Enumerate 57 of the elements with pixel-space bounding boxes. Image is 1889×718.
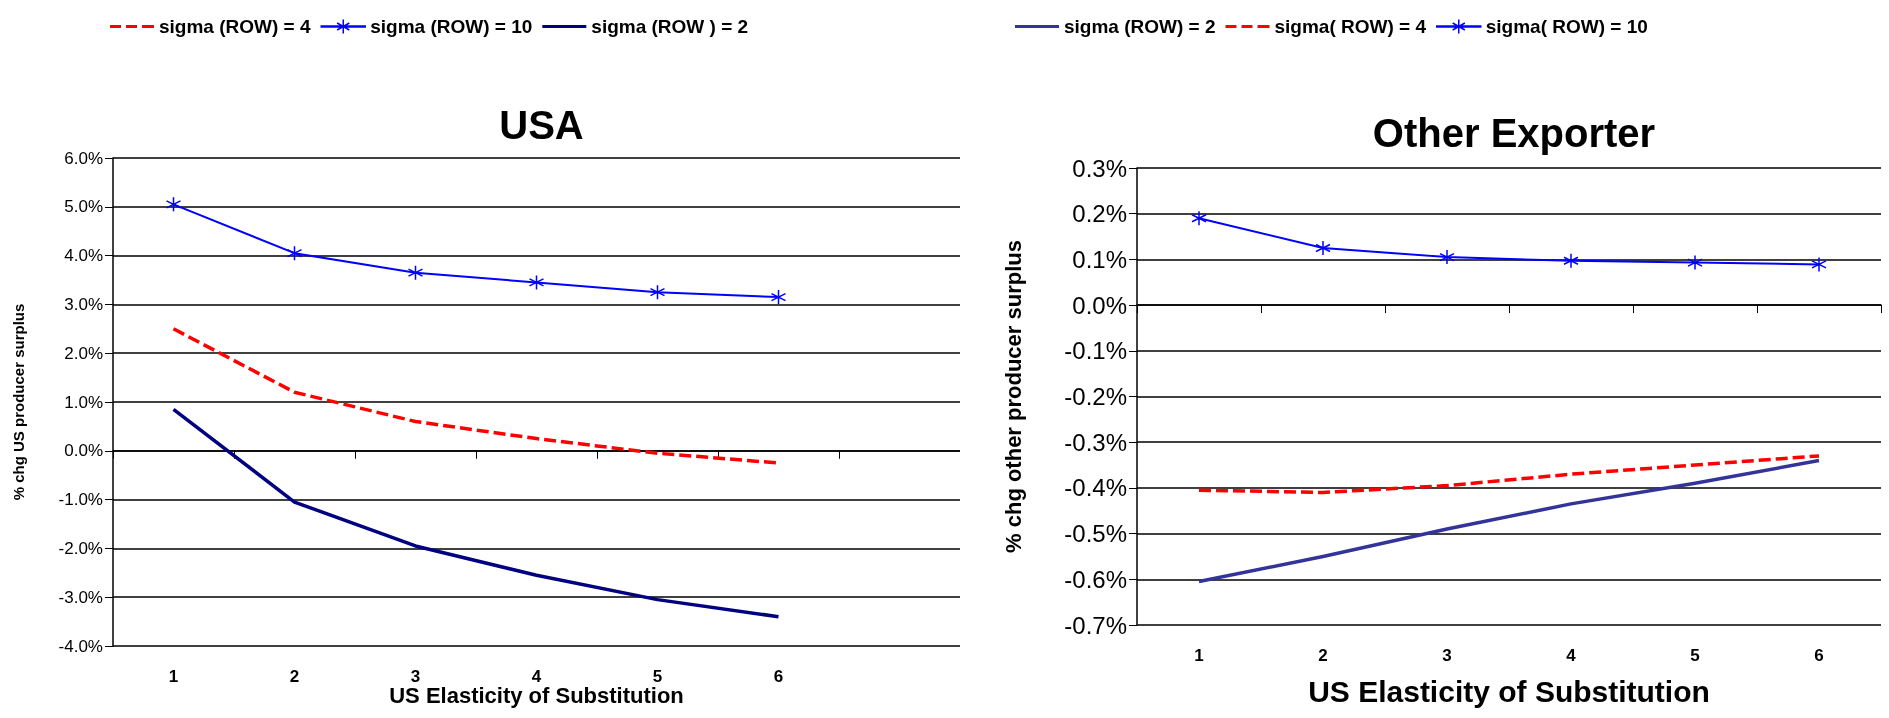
legend-label: sigma (ROW) = 4 — [159, 16, 311, 37]
x-axis-title: US Elasticity of Substitution — [1308, 674, 1710, 708]
y-tick-label: 5.0% — [64, 197, 103, 217]
y-tick-label: 0.3% — [1072, 154, 1127, 182]
x-tick-label: 2 — [289, 667, 300, 686]
x-tick-label: 4 — [1566, 646, 1577, 665]
y-tick-label: 0.0% — [1072, 291, 1127, 319]
x-tick-label: 1 — [168, 667, 179, 686]
y-axis-title: % chg US producer surplus — [10, 303, 28, 501]
x-tick-label: 6 — [1814, 646, 1824, 665]
y-tick-label: -1.0% — [58, 490, 103, 510]
point — [528, 274, 545, 291]
y-tick-label: 4.0% — [64, 246, 103, 266]
line-series — [1197, 458, 1821, 584]
y-tick-label: 1.0% — [64, 392, 103, 412]
x-tick-label: 6 — [773, 667, 784, 686]
line-series — [1197, 454, 1821, 495]
point — [165, 196, 182, 213]
y-tick-label: 2.0% — [64, 343, 103, 363]
point — [407, 264, 424, 281]
x-tick-label: 5 — [1690, 646, 1700, 665]
x-tick-label: 3 — [1442, 646, 1452, 665]
y-tick-label: -0.7% — [1064, 611, 1127, 639]
legend-label: sigma (ROW ) = 2 — [591, 16, 749, 37]
legend-label: sigma( ROW) = 10 — [1485, 16, 1648, 37]
y-tick-label: -4.0% — [58, 636, 103, 656]
line-series — [171, 407, 781, 619]
point — [1315, 240, 1331, 256]
point — [770, 289, 787, 305]
y-tick-label: 6.0% — [64, 148, 103, 168]
y-tick-label: 0.1% — [1072, 245, 1127, 273]
y-tick-label: 0.0% — [64, 441, 103, 461]
y-tick-label: -2.0% — [58, 538, 103, 558]
y-tick-label: 3.0% — [64, 294, 103, 314]
legend-label: sigma (ROW) = 10 — [370, 16, 533, 37]
point — [1191, 210, 1207, 227]
y-tick-label: -0.4% — [1064, 474, 1127, 502]
y-axis-title: % chg other producer surplus — [1000, 240, 1026, 553]
point — [649, 284, 666, 300]
x-tick-label: 1 — [1194, 646, 1204, 665]
point — [1687, 254, 1703, 271]
chart-title: USA — [499, 103, 584, 147]
y-tick-label: -3.0% — [58, 587, 103, 607]
point — [286, 245, 303, 261]
point — [1439, 249, 1455, 265]
y-tick-label: -0.1% — [1064, 337, 1127, 365]
y-tick-label: -0.2% — [1064, 383, 1127, 410]
y-tick-label: 0.2% — [1072, 200, 1127, 228]
point — [1811, 256, 1827, 273]
legend-label: sigma (ROW) = 2 — [1064, 16, 1216, 37]
y-tick-label: -0.6% — [1064, 565, 1127, 593]
chart-title: Other Exporter — [1372, 111, 1656, 155]
y-tick-label: -0.5% — [1064, 520, 1127, 548]
x-tick-label: 2 — [1318, 646, 1328, 665]
legend-label: sigma( ROW) = 4 — [1274, 16, 1427, 37]
y-tick-label: -0.3% — [1064, 428, 1127, 456]
point — [1563, 253, 1579, 269]
